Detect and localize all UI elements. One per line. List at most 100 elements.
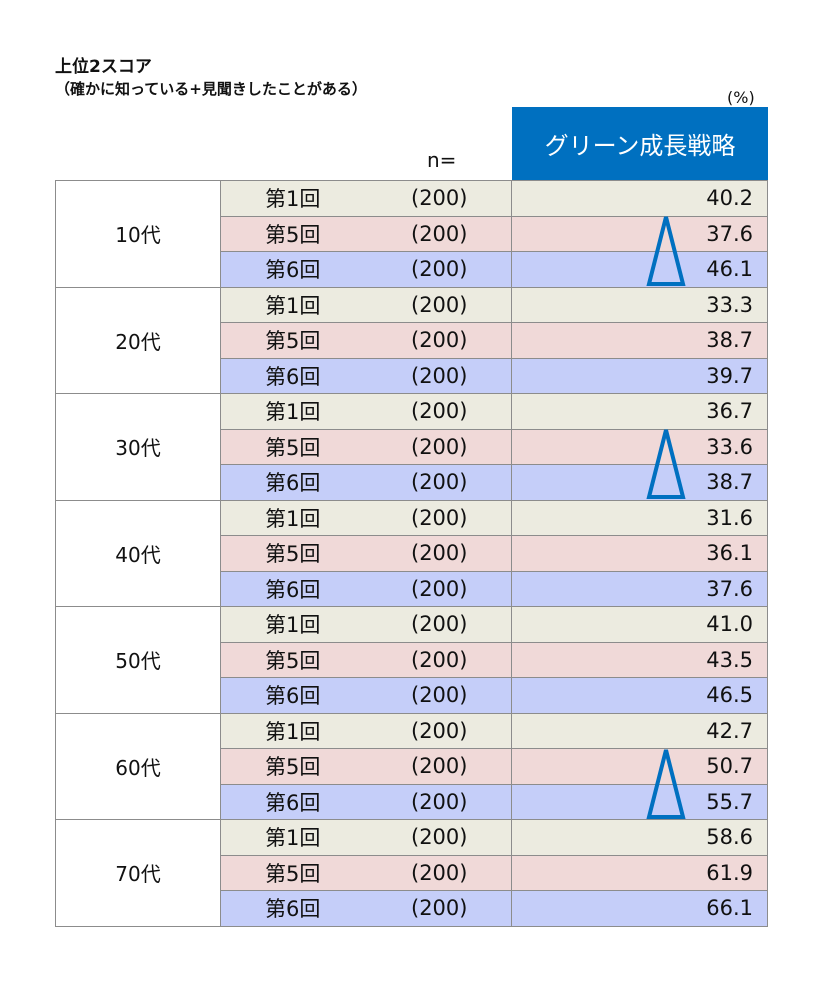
round-label: 第1回 [265,187,321,212]
column-header: グリーン成長戦略 [512,107,768,180]
value-cell: 55.7 [512,784,768,820]
value-cell: 36.1 [512,536,768,572]
value-label: 41.0 [706,612,753,637]
value-label: 46.5 [706,683,753,708]
round-cell: 第5回 (200) [221,429,512,465]
value-cell: 39.7 [512,358,768,394]
value-cell: 50.7 [512,749,768,785]
sample-size: (200) [411,754,468,779]
page-subtitle: （確かに知っている+見聞きしたことがある） [55,80,367,98]
sample-size: (200) [411,434,468,459]
sample-size: (200) [411,328,468,353]
sample-size: (200) [411,789,468,814]
round-cell: 第5回 (200) [221,855,512,891]
round-label: 第5回 [265,222,321,247]
round-label: 第1回 [265,293,321,318]
round-label: 第6回 [265,897,321,922]
value-label: 46.1 [706,257,753,282]
round-cell: 第6回 (200) [221,571,512,607]
value-label: 37.6 [706,221,753,246]
value-label: 42.7 [706,718,753,743]
value-cell: 38.7 [512,323,768,359]
round-cell: 第5回 (200) [221,536,512,572]
age-group-cell: 10代 [55,181,221,288]
value-cell: 31.6 [512,500,768,536]
round-cell: 第1回 (200) [221,181,512,217]
sample-size: (200) [411,470,468,495]
round-cell: 第6回 (200) [221,252,512,288]
round-cell: 第1回 (200) [221,820,512,856]
unit-label: (%) [727,88,755,107]
age-label: 50代 [115,649,161,674]
value-cell: 41.0 [512,607,768,643]
round-cell: 第6回 (200) [221,891,512,927]
value-cell: 61.9 [512,855,768,891]
round-label: 第5回 [265,542,321,567]
value-label: 33.3 [706,292,753,317]
table-top-border [55,180,768,181]
sample-size: (200) [411,825,468,850]
value-cell: 46.5 [512,678,768,714]
sample-size: (200) [411,576,468,601]
value-cell: 42.7 [512,713,768,749]
round-label: 第5回 [265,861,321,886]
round-cell: 第5回 (200) [221,216,512,252]
age-label: 20代 [115,329,161,354]
value-label: 36.1 [706,541,753,566]
value-label: 38.7 [706,328,753,353]
round-label: 第5回 [265,755,321,780]
value-cell: 37.6 [512,216,768,252]
sample-size: (200) [411,860,468,885]
value-cell: 33.6 [512,429,768,465]
sample-size: (200) [411,257,468,282]
sample-size: (200) [411,896,468,921]
value-cell: 46.1 [512,252,768,288]
value-label: 43.5 [706,647,753,672]
round-cell: 第6回 (200) [221,465,512,501]
age-group-cell: 30代 [55,394,221,501]
round-label: 第6回 [265,790,321,815]
round-cell: 第1回 (200) [221,713,512,749]
value-cell: 33.3 [512,287,768,323]
age-group-cell: 50代 [55,607,221,714]
sample-size: (200) [411,186,468,211]
round-cell: 第5回 (200) [221,749,512,785]
sample-size: (200) [411,683,468,708]
age-label: 10代 [115,223,161,248]
value-label: 33.6 [706,434,753,459]
round-cell: 第5回 (200) [221,323,512,359]
sample-size: (200) [411,363,468,388]
round-label: 第1回 [265,506,321,531]
value-label: 39.7 [706,363,753,388]
sample-size: (200) [411,292,468,317]
round-label: 第6回 [265,471,321,496]
value-label: 55.7 [706,789,753,814]
round-label: 第6回 [265,684,321,709]
round-label: 第6回 [265,364,321,389]
round-cell: 第1回 (200) [221,500,512,536]
value-label: 36.7 [706,399,753,424]
value-label: 61.9 [706,860,753,885]
value-cell: 43.5 [512,642,768,678]
round-label: 第1回 [265,826,321,851]
round-label: 第1回 [265,400,321,425]
value-cell: 38.7 [512,465,768,501]
sample-size: (200) [411,647,468,672]
round-label: 第6回 [265,577,321,602]
age-label: 40代 [115,542,161,567]
round-label: 第1回 [265,719,321,744]
round-label: 第1回 [265,613,321,638]
round-cell: 第1回 (200) [221,394,512,430]
age-label: 30代 [115,436,161,461]
age-group-cell: 60代 [55,713,221,820]
value-label: 50.7 [706,754,753,779]
round-cell: 第6回 (200) [221,784,512,820]
value-cell: 58.6 [512,820,768,856]
age-label: 70代 [115,862,161,887]
sample-size: (200) [411,612,468,637]
round-cell: 第6回 (200) [221,358,512,394]
value-label: 37.6 [706,576,753,601]
value-cell: 66.1 [512,891,768,927]
round-cell: 第5回 (200) [221,642,512,678]
value-cell: 37.6 [512,571,768,607]
